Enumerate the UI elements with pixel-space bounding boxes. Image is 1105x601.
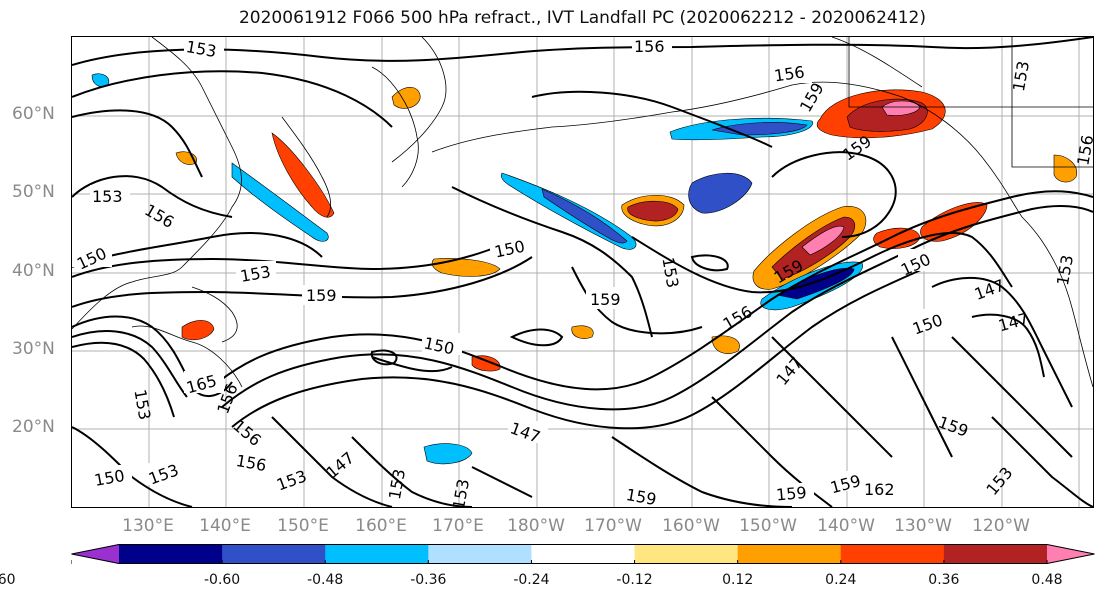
colorbar-swatch <box>531 544 636 564</box>
contour-label: 159 <box>625 485 658 507</box>
contour-label: 153 <box>658 256 682 289</box>
colorbar-tick-label: -0.12 <box>616 572 653 588</box>
lon-label-160e: 160°E <box>355 516 407 536</box>
contour-label: 153 <box>130 388 154 421</box>
contour-label: 159 <box>306 286 337 305</box>
lon-label-160w: 160°W <box>662 516 720 536</box>
lon-label-130w: 130°W <box>894 516 952 536</box>
colorbar-tick-label: -0.24 <box>513 572 550 588</box>
colorbar-tick-label: -0.36 <box>410 572 447 588</box>
colorbar-swatch <box>634 544 739 564</box>
colorbar-tick-label: 0.48 <box>1031 572 1063 588</box>
contour-label: 153 <box>92 187 123 206</box>
colorbar-swatch <box>737 544 842 564</box>
lon-label-170e: 170°E <box>432 516 484 536</box>
colorbar-tick-label: 0.60 <box>0 572 16 588</box>
colorbar-swatch <box>943 544 1048 564</box>
colorbar-swatch <box>222 544 326 564</box>
colorbar-tick-label: -0.60 <box>203 572 241 588</box>
colorbar-tick-label: 0.24 <box>825 572 857 588</box>
coastlines <box>72 37 1093 388</box>
contour-label: 159 <box>796 79 828 115</box>
lat-label-40n: 40°N <box>12 261 55 281</box>
colorbar <box>71 544 1095 564</box>
contour-label: 147 <box>996 309 1030 335</box>
map-title: 2020061912 F066 500 hPa refract., IVT La… <box>238 8 926 28</box>
contour-label: 156 <box>235 451 268 475</box>
contour-label: 156 <box>720 302 756 334</box>
lat-label-30n: 30°N <box>12 339 55 359</box>
contour-label: 153 <box>1053 254 1077 287</box>
lon-label-140e: 140°E <box>199 516 251 536</box>
lat-label-50n: 50°N <box>12 182 55 202</box>
colorbar-swatch <box>325 544 429 564</box>
lon-label-130e: 130°E <box>122 516 174 536</box>
lon-label-120w: 120°W <box>972 516 1030 536</box>
contour-label: 156 <box>1073 134 1093 167</box>
lon-label-140w: 140°W <box>817 516 875 536</box>
lon-label-180w: 180°W <box>507 516 565 536</box>
colorbar-extend-high <box>1047 544 1095 564</box>
contour-label: 156 <box>634 37 665 56</box>
contour-label: 153 <box>982 463 1016 499</box>
colorbar-tick-label: 0.36 <box>928 572 960 588</box>
lon-label-150e: 150°E <box>277 516 329 536</box>
colorbar-tick-label: -0.48 <box>307 572 344 588</box>
contour-label: 156 <box>141 200 177 232</box>
contour-label: 153 <box>1009 60 1033 93</box>
map-canvas: 153 156 156 159 159 153 156 153 156 150 … <box>72 37 1093 507</box>
contour-label: 156 <box>229 416 265 450</box>
colorbar-extend-low <box>71 544 119 564</box>
contour-label: 153 <box>449 478 473 507</box>
contour-label: 159 <box>775 483 807 505</box>
colorbar-swatch <box>428 544 532 564</box>
lon-label-150w: 150°W <box>739 516 797 536</box>
contour-label: 156 <box>773 62 806 85</box>
contour-label: 147 <box>772 353 806 389</box>
contour-label: 147 <box>322 448 358 482</box>
map-panel: 153 156 156 159 159 153 156 153 156 150 … <box>71 36 1094 508</box>
contour-label: 159 <box>590 290 621 309</box>
colorbar-swatch <box>840 544 945 564</box>
contour-label: 153 <box>385 468 409 501</box>
lat-label-60n: 60°N <box>12 104 55 124</box>
lon-label-170w: 170°W <box>584 516 642 536</box>
colorbar-tick-label: 0.12 <box>722 572 754 588</box>
colorbar-swatch <box>119 544 223 564</box>
contour-label: 162 <box>864 480 895 499</box>
lat-label-20n: 20°N <box>12 417 55 437</box>
